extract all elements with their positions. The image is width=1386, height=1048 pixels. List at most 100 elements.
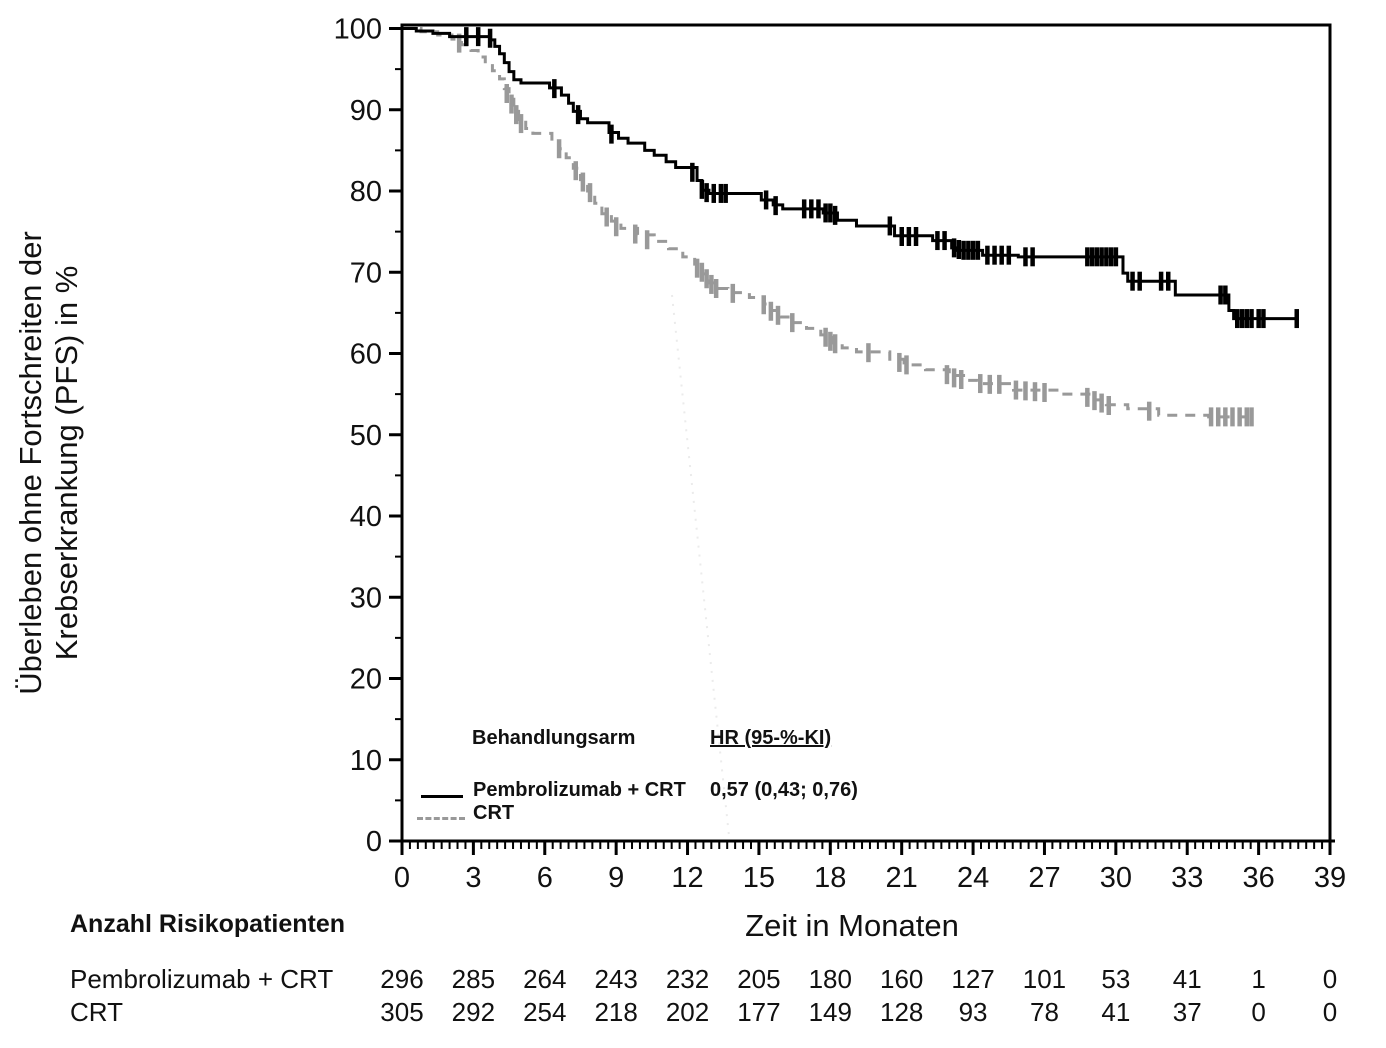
risk-count: 305 [380,997,424,1027]
censor-mark-crt [1237,407,1242,427]
x-tick-label: 0 [394,862,410,894]
x-tick-label: 33 [1171,862,1203,894]
y-tick-label: 50 [350,420,382,452]
censor-mark-crt [1032,382,1038,402]
censor-mark-pembrolizumab-crt [711,183,717,203]
censor-mark-crt [997,374,1002,394]
risk-count: 285 [451,964,496,994]
y-tick-label: 40 [350,501,382,533]
risk-count: 37 [1172,997,1202,1027]
censor-mark-pembrolizumab-crt [961,240,966,260]
censor-mark-pembrolizumab-crt [966,240,971,260]
plot-area: 0 3 6 9 12 15 18 21 24 27 30 33 36 390102030405060708… [334,14,1347,895]
censor-mark-pembrolizumab-crt [956,240,962,259]
censor-mark-crt [1042,383,1047,402]
legend-column-hr: HR (95-%-KI) [710,727,832,749]
censor-mark-pembrolizumab-crt [1108,247,1114,267]
risk-table-title: Anzahl Risikopatienten [70,910,346,938]
risk-count: 0 [1251,997,1266,1027]
risk-count: 296 [380,964,424,994]
legend-label-pembrolizumab-crt: Pembrolizumab + CRT [473,779,686,801]
censor-mark-pembrolizumab-crt [1137,271,1142,291]
censor-mark-pembrolizumab-crt [1130,271,1135,291]
y-axis-title-line1: Überleben ohne Fortschreiten der [13,231,48,695]
y-tick-label: 0 [366,826,382,858]
censor-mark-pembrolizumab-crt [999,245,1004,265]
censor-mark-crt [1223,407,1228,427]
censor-mark-pembrolizumab-crt [718,183,724,203]
censor-mark-pembrolizumab-crt [699,179,705,199]
censor-mark-crt [1023,381,1028,401]
censor-mark-pembrolizumab-crt [887,216,893,236]
risk-count: 127 [951,964,995,994]
censor-mark-crt [632,224,638,244]
faint-artifact-line [671,294,730,837]
censor-mark-crt [556,139,562,159]
censor-mark-crt [1099,393,1104,413]
censor-mark-crt [823,327,828,347]
censor-mark-crt [944,365,950,385]
risk-count: 180 [808,964,852,994]
x-tick-label: 15 [743,862,775,894]
censor-mark-crt [573,161,579,181]
x-tick-label: 9 [608,862,624,894]
censor-mark-pembrolizumab-crt [690,162,695,182]
censor-mark-crt [1146,401,1152,421]
risk-row-label-pembrolizumab-crt: Pembrolizumab + CRT [70,964,334,994]
censor-mark-pembrolizumab-crt [975,240,981,260]
censor-mark-pembrolizumab-crt [763,190,769,210]
censor-mark-pembrolizumab-crt [899,227,904,246]
censor-mark-crt [713,279,719,298]
censor-mark-pembrolizumab-crt [992,245,997,265]
censor-mark-crt [768,301,774,321]
censor-mark-pembrolizumab-crt [970,240,976,260]
legend-swatch-crt [417,817,465,820]
censor-mark-pembrolizumab-crt [1099,247,1104,267]
censor-mark-pembrolizumab-crt [1094,247,1100,267]
risk-count: 254 [523,997,567,1027]
censor-mark-crt [1230,407,1235,427]
censor-mark-pembrolizumab-crt [1249,309,1254,329]
risk-row-label-crt: CRT [70,997,123,1027]
censor-mark-pembrolizumab-crt [1158,271,1164,291]
censor-mark-pembrolizumab-crt [1006,245,1012,265]
censor-mark-crt [514,105,519,125]
legend-label-crt: CRT [473,802,515,824]
censor-mark-crt [1085,387,1090,407]
censor-mark-pembrolizumab-crt [809,199,814,219]
censor-mark-crt [1092,391,1097,411]
censor-mark-pembrolizumab-crt [1294,309,1299,329]
censor-mark-crt [644,230,650,250]
censor-mark-pembrolizumab-crt [935,231,940,251]
risk-count: 205 [737,964,781,994]
censor-mark-pembrolizumab-crt [985,245,990,265]
censor-mark-pembrolizumab-crt [1256,309,1261,329]
risk-count: 243 [594,964,638,994]
x-tick-label: 21 [886,862,918,894]
censor-mark-crt [958,370,964,389]
x-tick-label: 3 [465,862,481,894]
censor-mark-crt [1106,396,1112,415]
y-tick-label: 100 [334,14,382,46]
risk-count: 0 [1322,964,1338,994]
censor-mark-pembrolizumab-crt [552,79,557,99]
risk-count: 292 [451,997,496,1027]
risk-count: 202 [665,997,710,1027]
censor-mark-pembrolizumab-crt [464,27,469,47]
censor-mark-pembrolizumab-crt [913,227,919,246]
censor-mark-crt [613,217,619,237]
x-tick-label: 30 [1100,862,1132,894]
risk-count: 1 [1251,964,1266,994]
censor-mark-pembrolizumab-crt [942,231,947,251]
censor-mark-pembrolizumab-crt [487,28,493,48]
censor-mark-crt [504,84,509,103]
censor-mark-crt [518,114,524,134]
x-tick-label: 36 [1242,862,1274,894]
censor-mark-pembrolizumab-crt [723,183,728,203]
x-tick-label: 39 [1314,862,1346,894]
censor-mark-pembrolizumab-crt [1223,285,1228,305]
legend-column-arm: Behandlungsarm [472,727,636,749]
risk-count: 101 [1022,964,1067,994]
censor-mark-pembrolizumab-crt [1023,247,1028,267]
